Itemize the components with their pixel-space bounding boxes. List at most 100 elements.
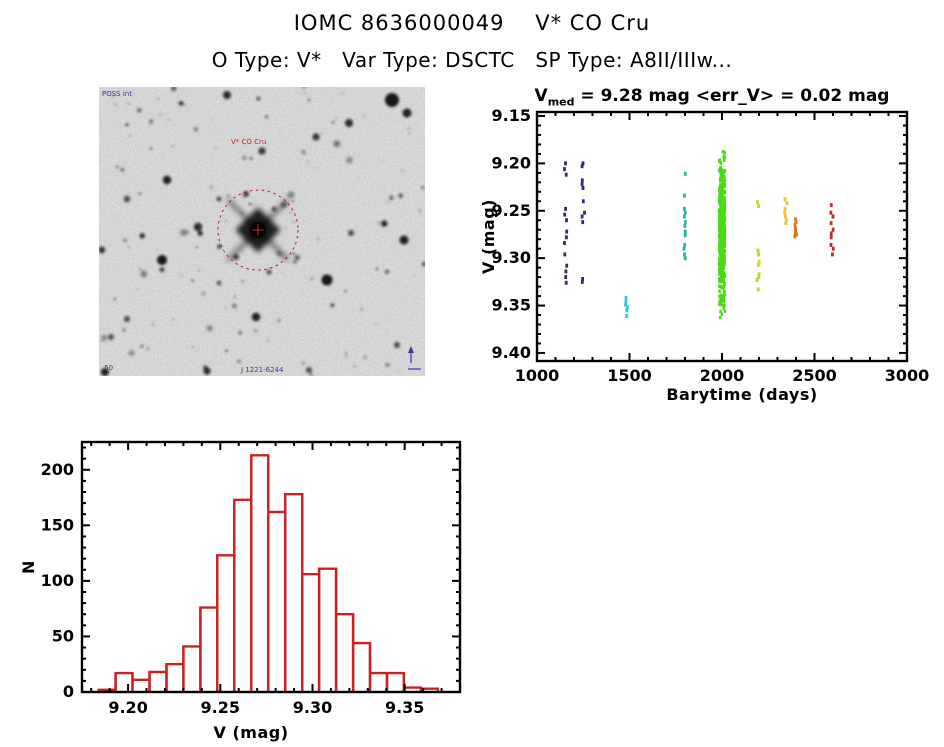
star (306, 367, 312, 373)
star (353, 365, 356, 368)
star (122, 328, 126, 332)
star (345, 119, 353, 127)
star (381, 160, 383, 162)
lightcurve-plot: 9.15 9.20 9.25 9.30 9.35 9.40 1000 1500 2000 2500… (480, 106, 929, 404)
data-point (720, 312, 724, 316)
star (408, 132, 410, 134)
star (159, 267, 165, 273)
data-point (718, 299, 722, 303)
data-point (564, 172, 568, 177)
star (191, 346, 194, 348)
star (203, 365, 208, 370)
star (331, 121, 335, 124)
data-point (757, 252, 760, 257)
star (266, 269, 272, 275)
star (346, 156, 353, 164)
star (360, 308, 363, 311)
data-cluster-6 (783, 197, 789, 226)
data-point (783, 206, 787, 211)
data-cluster-4 (717, 150, 727, 320)
star (101, 334, 108, 341)
star (398, 193, 403, 199)
data-point (718, 294, 721, 299)
data-point (723, 235, 726, 239)
data-cluster-2 (624, 296, 629, 318)
data-cluster-8 (829, 203, 835, 257)
compass-icon (408, 346, 421, 370)
star (214, 147, 217, 149)
data-point (719, 170, 722, 174)
star (108, 334, 114, 340)
star (124, 316, 130, 322)
data-point (564, 275, 568, 280)
star (236, 359, 242, 364)
data-point (721, 231, 724, 235)
star (244, 144, 246, 146)
data-point (720, 191, 724, 195)
y-tick-label: 9.20 (492, 153, 531, 172)
data-point (831, 252, 834, 257)
data-point (624, 296, 628, 300)
data-point (784, 221, 788, 226)
data-point (720, 170, 723, 174)
star (281, 272, 284, 274)
data-point (565, 218, 568, 223)
data-point (756, 287, 760, 292)
data-point (563, 241, 566, 245)
star (238, 331, 242, 335)
x-tick-label: 1500 (607, 366, 652, 385)
star (213, 187, 215, 189)
data-point (722, 180, 725, 185)
star (226, 194, 230, 198)
star (381, 220, 388, 227)
data-point (683, 210, 687, 215)
data-point (829, 210, 833, 215)
data-point (794, 217, 797, 222)
star (292, 259, 297, 264)
data-point (718, 223, 721, 227)
data-point (721, 194, 724, 199)
star (389, 195, 394, 200)
star (149, 147, 153, 150)
star (310, 277, 313, 280)
data-point (684, 220, 687, 225)
star (191, 279, 194, 282)
data-point (722, 173, 725, 177)
data-point (829, 221, 833, 226)
data-point (719, 213, 722, 217)
data-point (718, 272, 721, 276)
lightcurve-title-rest: = 9.28 mag <err_V> = 0.02 mag (574, 86, 890, 106)
data-point (717, 208, 721, 213)
data-point (683, 256, 687, 261)
data-point (564, 269, 568, 274)
x-tick-label: 9.30 (293, 698, 332, 717)
star (149, 119, 153, 124)
star (293, 221, 295, 224)
data-point (723, 227, 727, 232)
star (317, 238, 319, 240)
star (224, 219, 227, 222)
data-point (718, 218, 722, 223)
star (225, 349, 228, 353)
data-point (784, 214, 787, 219)
star (374, 323, 378, 326)
data-point (581, 199, 585, 204)
chart-coords-label: J 1221-6244 (240, 366, 284, 374)
star (335, 117, 337, 120)
data-cluster-3 (682, 171, 687, 261)
star (225, 307, 227, 310)
data-point (722, 237, 726, 242)
data-point (718, 186, 721, 190)
data-point (580, 178, 584, 183)
data-point (794, 220, 798, 225)
data-point (719, 296, 723, 300)
star (256, 96, 261, 101)
data-point (722, 217, 726, 221)
data-point (785, 201, 789, 206)
data-point (581, 161, 585, 166)
data-point (720, 303, 724, 307)
data-point (718, 236, 722, 241)
data-point (718, 245, 722, 249)
star (171, 87, 177, 91)
